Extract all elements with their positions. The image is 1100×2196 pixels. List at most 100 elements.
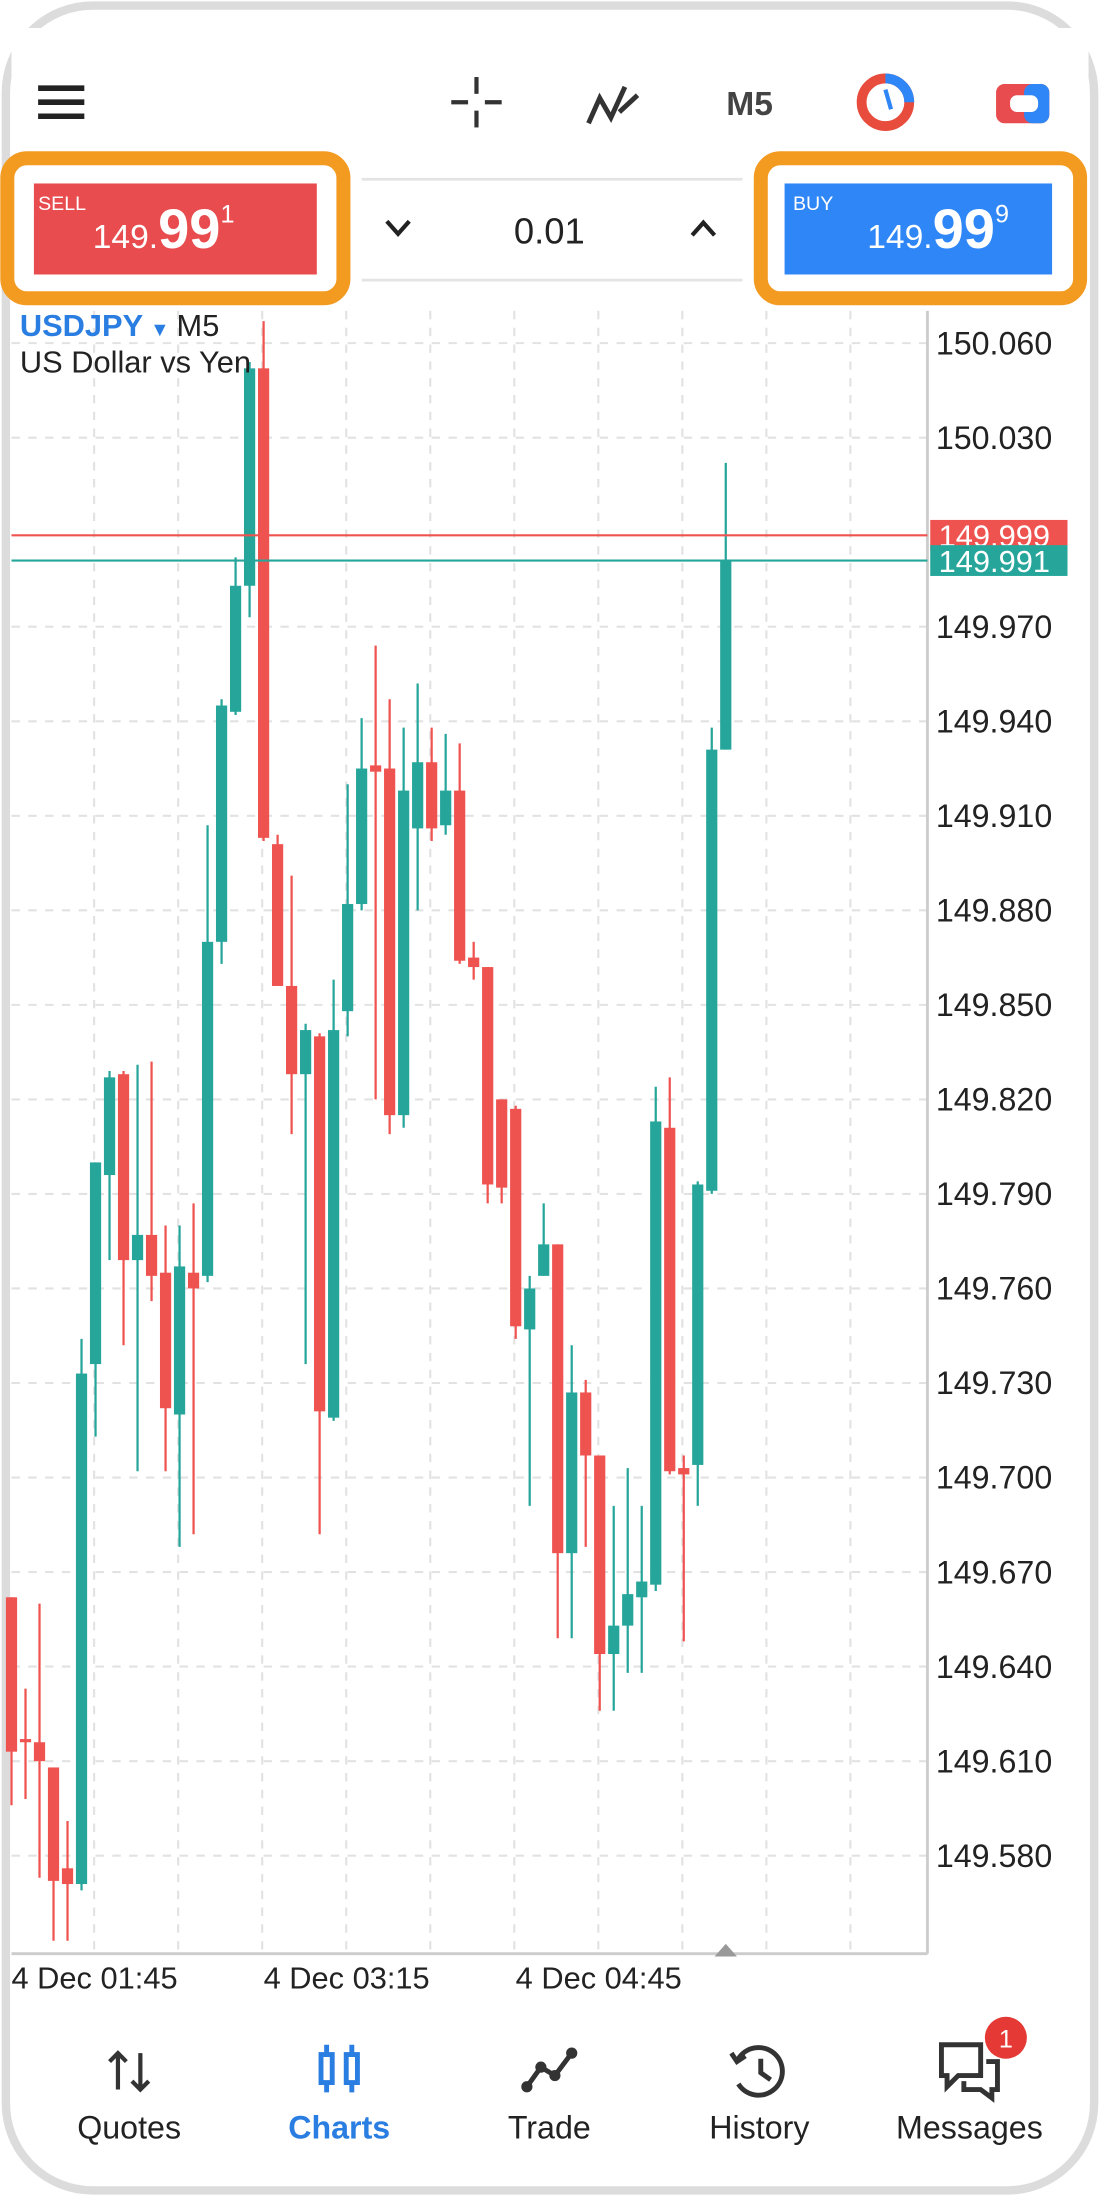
trade-icon	[521, 2047, 578, 2093]
candle-body	[243, 368, 256, 586]
chart-legend: USDJPY ▼ M5	[20, 308, 219, 343]
y-tick-label: 149.940	[936, 703, 1052, 739]
candle-body	[594, 1455, 606, 1655]
one-click-button[interactable]	[856, 73, 915, 131]
x-tick-label: 4 Dec 03:15	[264, 1961, 430, 1996]
candle-body	[552, 1244, 564, 1554]
y-tick-label: 150.060	[936, 325, 1052, 361]
price-sup: 9	[995, 201, 1009, 229]
y-tick-label: 149.760	[936, 1271, 1052, 1307]
candle-body	[692, 1184, 704, 1465]
candle-body	[524, 1288, 536, 1330]
candle-body	[257, 368, 270, 838]
candle-body	[496, 1099, 508, 1188]
candle-body	[580, 1392, 592, 1456]
history-icon	[729, 2045, 785, 2098]
candle-body	[61, 1868, 74, 1885]
y-tick-label: 149.700	[936, 1460, 1052, 1496]
candle-body	[19, 1739, 32, 1743]
messages-icon	[938, 2042, 1000, 2103]
y-tick-label: 149.910	[936, 798, 1052, 834]
scroll-marker	[714, 1943, 737, 1957]
nav-label[interactable]: History	[709, 2110, 810, 2146]
candle-body	[468, 957, 480, 968]
candle-body	[159, 1272, 172, 1409]
candle-body	[201, 941, 214, 1276]
candle-body	[33, 1742, 46, 1762]
y-tick-label: 149.790	[936, 1176, 1052, 1212]
highlight-box	[0, 151, 351, 306]
y-tick-label: 149.880	[936, 893, 1052, 929]
candle-body	[538, 1244, 550, 1276]
candle-body	[47, 1767, 60, 1881]
candle-body	[426, 762, 438, 829]
buy-button[interactable]	[784, 183, 1053, 275]
candle-body	[440, 790, 452, 826]
candle-body	[131, 1234, 144, 1261]
chart-plot: 150.060 150.030 149.970 149.940 149.910 149.8…	[5, 310, 1068, 1996]
candle-body	[482, 967, 494, 1185]
nav-label[interactable]: Trade	[508, 2110, 591, 2146]
volume-increase[interactable]	[690, 219, 717, 237]
candle-body	[370, 765, 382, 772]
candle-body	[650, 1121, 662, 1585]
crosshair-button[interactable]	[451, 77, 502, 128]
candle-body	[678, 1468, 690, 1475]
candle-body	[398, 790, 410, 1116]
price-tag	[930, 545, 1068, 576]
y-tick-label: 149.730	[936, 1365, 1052, 1401]
chart-subtitle: US Dollar vs Yen	[20, 345, 251, 380]
candle-body	[300, 1030, 312, 1075]
candle-body	[566, 1392, 578, 1554]
candle-body	[510, 1108, 522, 1327]
candle-body	[706, 749, 718, 1191]
menu-button[interactable]	[38, 85, 85, 120]
candle-body	[286, 985, 298, 1075]
price-prefix: 149.	[93, 219, 158, 256]
bottom-nav: 1 Quotes Charts Trade History Messages	[77, 2016, 1043, 2146]
nav-label[interactable]: Quotes	[77, 2110, 181, 2146]
candle-body	[75, 1373, 88, 1885]
y-tick-label: 150.030	[936, 420, 1052, 456]
y-tick-label: 149.670	[936, 1554, 1052, 1590]
sell-button[interactable]	[33, 183, 317, 275]
volume-value[interactable]: 0.01	[514, 211, 585, 252]
timeframe-button[interactable]: M5	[726, 86, 773, 123]
volume-decrease[interactable]	[385, 219, 411, 238]
buy-label: BUY	[793, 193, 833, 215]
candle-body	[215, 705, 228, 942]
candle-body	[720, 560, 732, 750]
price-big: 99	[933, 197, 995, 260]
y-tick-label: 149.820	[936, 1082, 1052, 1118]
price-tag-label: 149.991	[939, 544, 1050, 579]
symbol-dropdown[interactable]: ▼	[150, 319, 169, 341]
indicators-button[interactable]	[586, 85, 640, 125]
candle-body	[622, 1594, 634, 1626]
y-tick-label: 149.610	[936, 1743, 1052, 1779]
candle-body	[342, 904, 354, 1012]
candle-body	[187, 1272, 200, 1289]
y-tick-label: 149.970	[936, 609, 1052, 645]
panel-mask	[361, 282, 743, 309]
nav-label[interactable]: Messages	[896, 2110, 1043, 2146]
candle-body	[229, 585, 242, 712]
sell-label: SELL	[38, 193, 86, 215]
candle-body	[271, 844, 284, 986]
candle-body	[384, 768, 396, 1116]
trade-mode-button[interactable]	[996, 84, 1050, 124]
nav-label[interactable]: Charts	[288, 2110, 390, 2146]
candle-body	[89, 1162, 102, 1365]
candle-body	[454, 790, 466, 961]
candle-body	[608, 1625, 620, 1655]
x-tick-label: 4 Dec 04:45	[516, 1961, 682, 1996]
sell-price: 149.991	[93, 197, 235, 260]
candle-body	[328, 1030, 340, 1418]
candle-body	[636, 1581, 648, 1598]
y-tick-label: 149.850	[936, 987, 1052, 1023]
price-big: 99	[158, 197, 220, 260]
timeframe: M5	[177, 308, 220, 343]
candle-body	[412, 762, 424, 829]
